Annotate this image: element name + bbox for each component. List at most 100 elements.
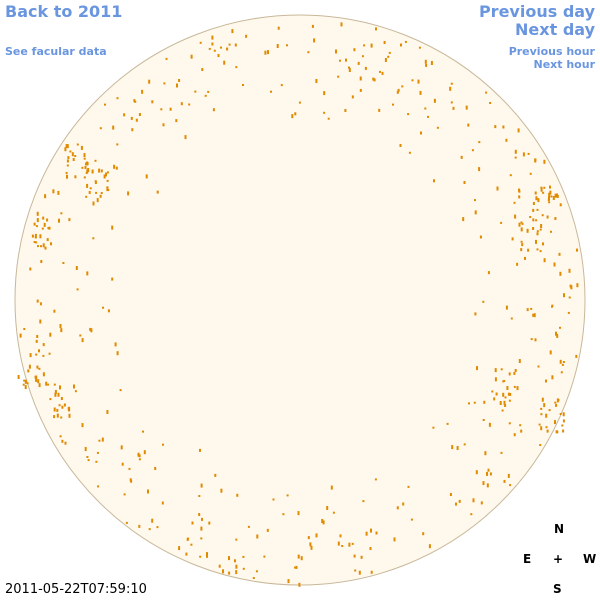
facula <box>23 379 26 382</box>
facula <box>217 54 220 57</box>
facula <box>191 521 194 525</box>
facula <box>309 542 312 547</box>
facula <box>505 138 508 142</box>
facula <box>76 143 79 146</box>
facula <box>39 319 42 324</box>
facula <box>88 191 91 194</box>
facula <box>74 155 77 157</box>
facula <box>38 383 41 388</box>
facula <box>536 248 539 251</box>
facula <box>554 401 557 404</box>
next-hour-link[interactable]: Next hour <box>533 58 596 71</box>
facula <box>39 302 42 306</box>
facula <box>509 174 512 177</box>
facula <box>37 245 39 248</box>
facula <box>550 230 552 233</box>
facula <box>53 415 56 419</box>
facula <box>533 313 536 318</box>
facula <box>482 481 485 486</box>
facula <box>92 237 95 240</box>
facula <box>307 536 310 540</box>
facula <box>151 518 154 523</box>
facula <box>345 58 347 62</box>
previous-day-link[interactable]: Previous day <box>478 2 595 21</box>
facula <box>35 241 38 244</box>
facula <box>247 525 250 528</box>
back-link[interactable]: Back to 2011 <box>5 2 123 21</box>
facula <box>534 338 537 342</box>
facula <box>538 423 541 426</box>
facula <box>94 181 97 184</box>
facula <box>543 403 546 408</box>
facula <box>348 68 351 72</box>
facula <box>499 401 502 405</box>
facula <box>235 564 238 569</box>
facula <box>69 150 72 153</box>
facula <box>242 567 245 570</box>
facula <box>514 369 517 372</box>
facula <box>556 193 558 198</box>
facula <box>410 518 413 521</box>
facula <box>330 485 333 490</box>
facula <box>554 420 556 425</box>
facula <box>38 367 41 370</box>
facula <box>36 299 39 303</box>
facula <box>563 293 565 298</box>
facula <box>322 520 325 525</box>
facula <box>188 103 191 106</box>
facula <box>73 384 75 389</box>
facula <box>87 168 90 172</box>
facula <box>436 126 439 129</box>
facula <box>267 50 269 55</box>
facula <box>505 305 508 310</box>
facular-link[interactable]: See facular data <box>5 45 107 58</box>
facula <box>84 166 87 169</box>
facula <box>400 43 402 47</box>
facula <box>455 502 457 506</box>
previous-hour-link[interactable]: Previous hour <box>508 45 595 58</box>
facula <box>560 371 563 374</box>
facula <box>430 61 433 65</box>
facula <box>161 501 164 505</box>
facula <box>513 433 516 437</box>
facula <box>392 103 394 106</box>
facula <box>511 237 514 241</box>
facula <box>446 422 449 425</box>
facula <box>558 252 561 256</box>
facula <box>24 385 27 390</box>
facula <box>113 164 116 169</box>
facula <box>375 531 378 535</box>
facula <box>321 519 324 523</box>
facula <box>351 95 354 99</box>
facula <box>359 88 362 92</box>
facula <box>500 368 503 371</box>
facula <box>26 382 29 385</box>
next-day-link[interactable]: Next day <box>515 20 595 39</box>
facula <box>95 460 98 463</box>
facula <box>84 447 87 451</box>
facula <box>39 234 42 239</box>
facula <box>252 577 255 579</box>
facula <box>83 176 86 179</box>
facula <box>160 108 163 111</box>
facula <box>339 59 341 62</box>
facula <box>460 155 463 159</box>
facula <box>116 143 119 146</box>
facula <box>348 66 350 69</box>
facula <box>62 262 65 264</box>
facula <box>516 262 519 266</box>
facula <box>402 502 405 506</box>
facula <box>534 158 537 162</box>
facula <box>493 397 496 401</box>
facula <box>545 379 547 383</box>
facula <box>540 426 543 431</box>
facula <box>43 222 46 227</box>
facula <box>201 517 203 521</box>
facula <box>500 221 503 224</box>
facula <box>31 234 34 238</box>
facula <box>190 543 193 546</box>
facula <box>66 164 69 167</box>
facula <box>86 183 89 188</box>
facula <box>206 552 208 556</box>
